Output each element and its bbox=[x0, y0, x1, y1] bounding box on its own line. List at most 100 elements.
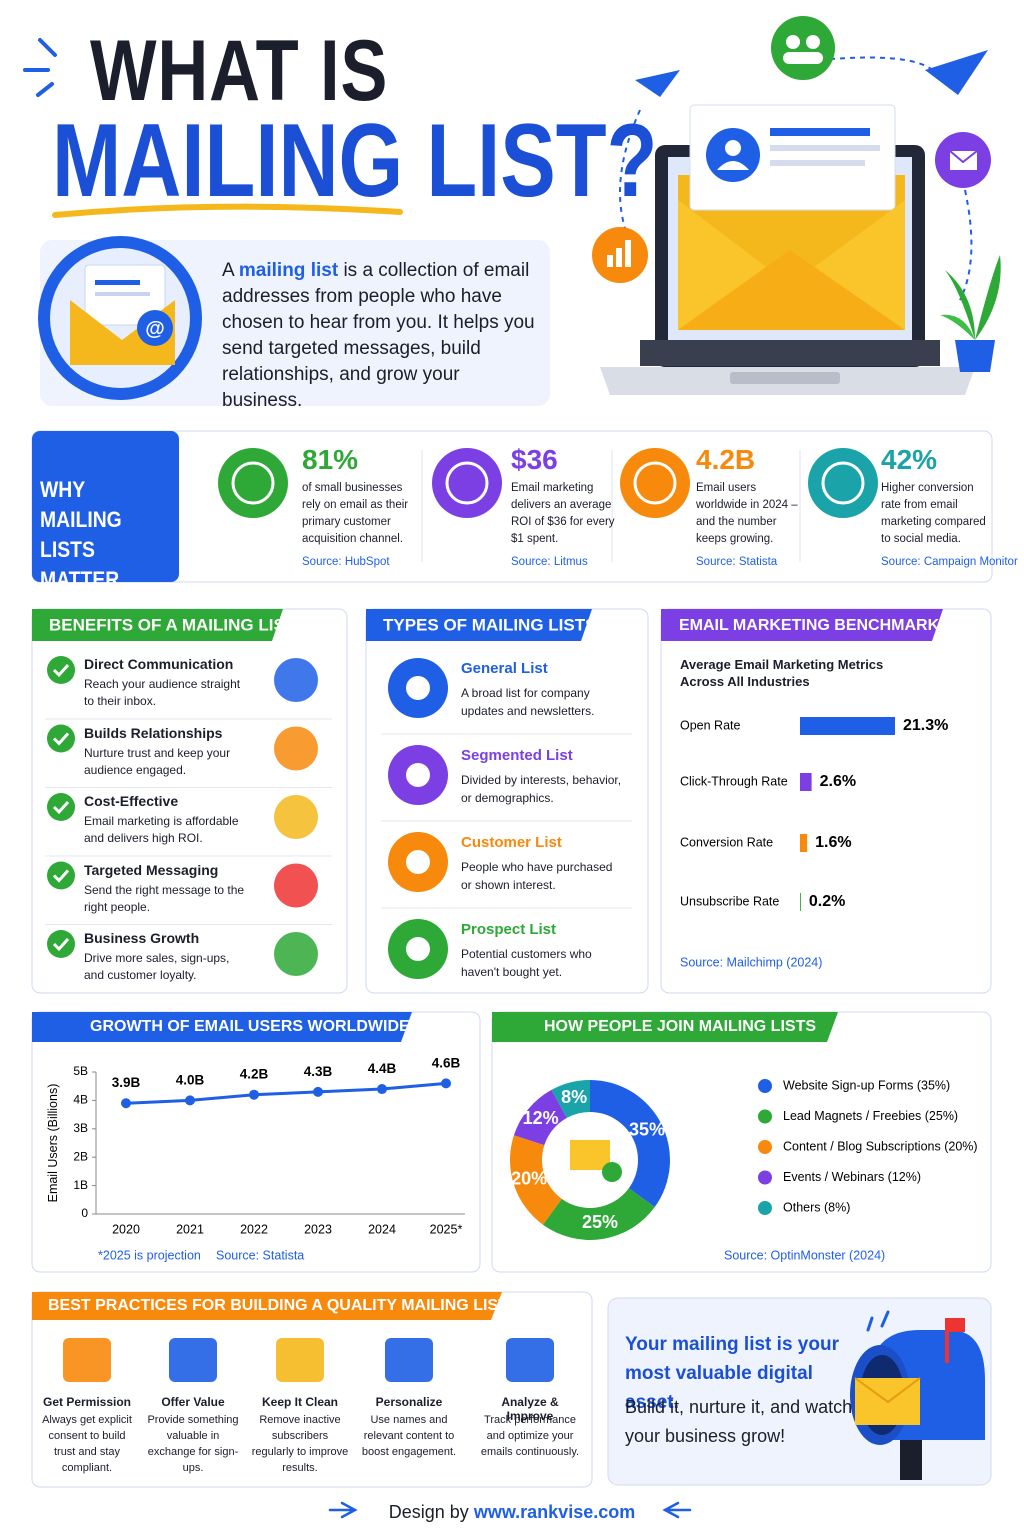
check-mark bbox=[52, 663, 70, 678]
bar-value-label: 2.6% bbox=[820, 773, 856, 790]
footer: Design by www.rankvise.com bbox=[0, 1502, 1024, 1523]
legend-label: Content / Blog Subscriptions (20%) bbox=[783, 1139, 978, 1153]
bar-value-label: 1.6% bbox=[815, 834, 851, 851]
why-title: WHY MAILING LISTS MATTER bbox=[40, 477, 122, 592]
stat-text: of small businesses rely on email as the… bbox=[302, 482, 409, 545]
benefit-icon bbox=[274, 863, 318, 908]
practice-title: Get Permission bbox=[42, 1395, 132, 1409]
point bbox=[121, 1098, 131, 1109]
donut-slice bbox=[551, 1080, 590, 1118]
legend-label: Others (8%) bbox=[783, 1200, 850, 1214]
practice-text: Always get explicit consent to build tru… bbox=[42, 1414, 132, 1474]
section-title: TYPES OF MAILING LISTS bbox=[383, 615, 596, 634]
benefit-title: Targeted Messaging bbox=[84, 861, 219, 878]
intro-text: A mailing list is a collection of email … bbox=[222, 258, 542, 414]
type-icon-inner bbox=[406, 850, 430, 874]
chart-source: Source: Statista bbox=[216, 1248, 304, 1262]
point-label: 4.3B bbox=[304, 1064, 333, 1079]
practice-text: Remove inactive subscribers regularly to… bbox=[251, 1414, 349, 1474]
practice-icon bbox=[169, 1338, 217, 1382]
donut-slice bbox=[542, 1188, 655, 1240]
cta-text: Build it, nurture it, and watch your bus… bbox=[625, 1397, 853, 1446]
footer-link[interactable]: www.rankvise.com bbox=[473, 1502, 636, 1522]
slice-label: 8% bbox=[561, 1087, 587, 1107]
practice-text: Provide something valuable in exchange f… bbox=[147, 1414, 239, 1474]
check-mark bbox=[52, 732, 70, 746]
practice-title: Analyze & Improve bbox=[501, 1395, 559, 1423]
chart-note: *2025 is projection bbox=[98, 1248, 201, 1262]
section-title: GROWTH OF EMAIL USERS WORLDWIDE bbox=[90, 1018, 410, 1035]
stat-icon bbox=[620, 448, 690, 518]
point-label: 3.9B bbox=[112, 1075, 141, 1090]
check-mark bbox=[52, 937, 70, 952]
type-text: A broad list for company updates and new… bbox=[461, 686, 595, 718]
bar-value-label: 21.3% bbox=[903, 717, 948, 734]
bar bbox=[800, 773, 812, 791]
legend-swatch bbox=[758, 1201, 772, 1215]
type-text: Divided by interests, behavior, or demog… bbox=[461, 773, 622, 805]
y-axis-label: Email Users (Billions) bbox=[46, 1084, 60, 1203]
stat-icon-inner bbox=[231, 461, 275, 505]
y-tick-label: 1B bbox=[73, 1178, 88, 1192]
type-title: Segmented List bbox=[461, 747, 573, 764]
bar-value-label: 0.2% bbox=[809, 893, 845, 910]
y-tick-label: 5B bbox=[73, 1064, 88, 1078]
why-title-panel bbox=[32, 431, 179, 582]
point-label: 4.6B bbox=[432, 1055, 461, 1070]
type-icon-inner bbox=[406, 763, 430, 787]
section-title: HOW PEOPLE JOIN MAILING LISTS bbox=[544, 1018, 816, 1035]
stat-source: Source: HubSpot bbox=[302, 556, 390, 568]
check-icon bbox=[47, 793, 75, 821]
bar bbox=[800, 717, 895, 735]
stat-text: Email marketing delivers an average ROI … bbox=[511, 482, 615, 545]
practice-title: Keep It Clean bbox=[261, 1395, 339, 1409]
point bbox=[441, 1078, 451, 1089]
benefit-text: Send the right message to the right peop… bbox=[84, 882, 245, 914]
practice-title: Personalize bbox=[375, 1395, 443, 1409]
point-label: 4.2B bbox=[240, 1067, 269, 1082]
check-icon bbox=[47, 656, 75, 684]
y-tick-label: 4B bbox=[73, 1093, 88, 1107]
bar bbox=[800, 893, 801, 911]
stat-icon-inner bbox=[633, 461, 677, 505]
type-icon-inner bbox=[406, 676, 430, 700]
check-icon bbox=[47, 861, 75, 890]
benefit-title: Direct Communication bbox=[84, 656, 234, 672]
point bbox=[249, 1089, 259, 1100]
center-check bbox=[602, 1162, 622, 1182]
section-title: EMAIL MARKETING BENCHMARKS bbox=[679, 617, 950, 634]
title-line-2: MAILING LIST? bbox=[52, 103, 658, 219]
benefit-title: Business Growth bbox=[84, 930, 200, 946]
benefit-title: Cost-Effective bbox=[84, 793, 179, 809]
stat-icon bbox=[808, 448, 878, 518]
title-line-1: WHAT IS bbox=[90, 23, 389, 119]
stat-icon bbox=[218, 448, 288, 518]
title-underline bbox=[52, 203, 403, 218]
benefit-text: Reach your audience straight to their in… bbox=[84, 677, 241, 708]
laptop-illustration bbox=[592, 16, 1001, 395]
slice-label: 35% bbox=[629, 1120, 665, 1140]
header-decor bbox=[23, 38, 57, 97]
svg-text:@: @ bbox=[145, 318, 165, 340]
legend-label: Lead Magnets / Freebies (25%) bbox=[783, 1109, 958, 1123]
legend-swatch bbox=[758, 1109, 772, 1124]
stat-value: $36 bbox=[511, 444, 558, 475]
stat-source: Source: Litmus bbox=[511, 556, 588, 568]
stat-icon-inner bbox=[445, 461, 489, 505]
bar-category: Conversion Rate bbox=[680, 835, 773, 849]
type-icon-inner bbox=[406, 937, 430, 961]
type-title: General List bbox=[461, 660, 548, 677]
stat-icon bbox=[432, 448, 502, 518]
chart-subtitle: Average Email Marketing Metrics Across A… bbox=[680, 657, 884, 689]
benefit-title: Builds Relationships bbox=[84, 724, 223, 741]
tabs bbox=[32, 609, 943, 1320]
type-title: Customer List bbox=[461, 834, 562, 851]
stat-value: 42% bbox=[881, 444, 938, 475]
stat-value: 4.2B bbox=[696, 444, 756, 475]
mailbox-illustration bbox=[850, 1310, 985, 1480]
bar bbox=[800, 834, 808, 852]
cta-headline: Your mailing list is your most valuable … bbox=[625, 1334, 839, 1413]
point bbox=[185, 1095, 195, 1106]
